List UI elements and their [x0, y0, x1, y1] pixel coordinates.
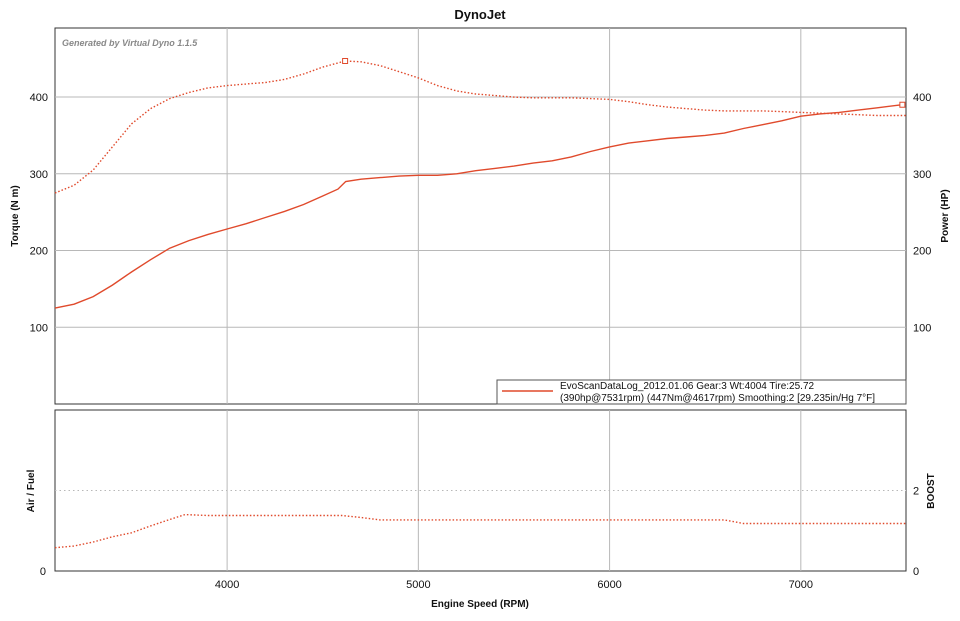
torque-tick-300: 300: [30, 169, 48, 181]
legend-box: [496, 379, 907, 405]
power-tick-300: 300: [913, 169, 931, 181]
power-peak-marker: [899, 101, 906, 108]
air-fuel-line: [54, 513, 906, 549]
bottom-grid: [55, 410, 906, 571]
torque-tick-200: 200: [30, 246, 48, 258]
legend-line-2: (390hp@7531rpm) (447Nm@4617rpm) Smoothin…: [560, 393, 875, 404]
power-tick-100: 100: [913, 322, 931, 334]
bottom-tick-labels: 0 0 2: [40, 486, 919, 579]
x-tick-4000: 4000: [215, 579, 239, 591]
x-tick-6000: 6000: [597, 579, 621, 591]
chart-title: DynoJet: [454, 7, 506, 22]
torque-line: [54, 60, 906, 194]
top-tick-labels: 100 200 300 400 100 200 300 400: [30, 92, 932, 334]
legend: EvoScanDataLog_2012.01.06 Gear:3 Wt:4004…: [496, 379, 907, 405]
y-axis-label-power: Power (HP): [940, 189, 951, 242]
y-axis-label-air-fuel: Air / Fuel: [26, 469, 37, 512]
bottom-series-group: [54, 513, 906, 549]
boost-tick-0: 0: [913, 566, 919, 578]
x-tick-5000: 5000: [406, 579, 430, 591]
top-plot-frame: [54, 27, 907, 405]
x-axis-label: Engine Speed (RPM): [431, 599, 529, 610]
bottom-plot-frame: [54, 409, 907, 572]
boost-tick-2: 2: [913, 486, 919, 498]
power-tick-200: 200: [913, 246, 931, 258]
x-tick-7000: 7000: [789, 579, 813, 591]
torque-tick-100: 100: [30, 322, 48, 334]
legend-line-1: EvoScanDataLog_2012.01.06 Gear:3 Wt:4004…: [560, 381, 815, 392]
watermark: Generated by Virtual Dyno 1.1.5: [62, 38, 198, 48]
torque-tick-400: 400: [30, 92, 48, 104]
power-tick-400: 400: [913, 92, 931, 104]
top-series-group: [54, 57, 906, 309]
power-line: [54, 104, 903, 309]
y-axis-label-torque: Torque (N m): [10, 185, 21, 246]
y-axis-label-boost: BOOST: [926, 473, 937, 509]
air-fuel-tick-0: 0: [40, 566, 46, 578]
top-grid: [55, 28, 906, 404]
x-tick-labels: 4000 5000 6000 7000: [215, 579, 813, 591]
torque-peak-marker: [342, 57, 349, 64]
